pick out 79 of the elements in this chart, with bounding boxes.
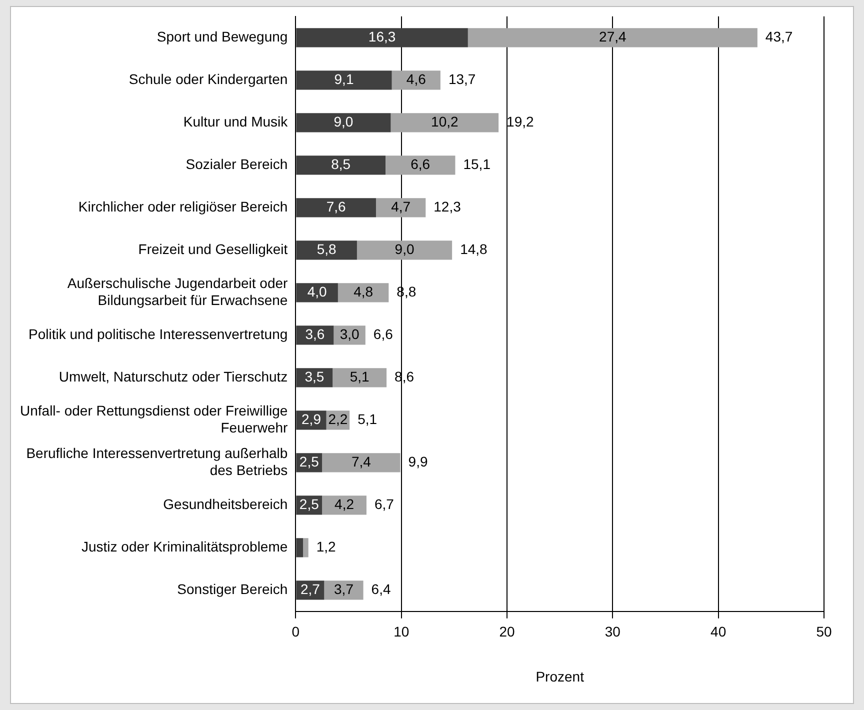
- y-tick-label: Sozialer Bereich: [186, 156, 288, 172]
- y-tick-label: Kultur und Musik: [183, 114, 289, 130]
- y-tick-label: Gesundheitsbereich: [163, 496, 288, 512]
- bar: [322, 496, 366, 515]
- total-label: 43,7: [765, 28, 793, 45]
- bar: [296, 113, 391, 132]
- x-tick-label: 40: [710, 624, 726, 640]
- x-tick-label: 10: [394, 624, 410, 640]
- total-label: 5,1: [358, 411, 378, 428]
- bar: [296, 538, 304, 558]
- y-tick-label: Sport und Bewegung: [156, 28, 288, 45]
- bar: [390, 113, 499, 132]
- bar: [392, 70, 440, 90]
- bar: [303, 538, 308, 558]
- bar: [385, 156, 456, 175]
- data-label: 27,4: [599, 28, 627, 45]
- data-label: 5,8: [316, 241, 337, 258]
- bar: [322, 453, 400, 472]
- total-label: 1,2: [316, 538, 336, 555]
- data-label: 2,7: [300, 581, 320, 598]
- total-label: 14,8: [460, 241, 488, 258]
- y-tick-label: Umwelt, Naturschutz oder Tierschutz: [58, 368, 288, 385]
- bar: [468, 28, 758, 48]
- x-tick-label: 50: [816, 624, 832, 640]
- total-label: 19,2: [506, 114, 534, 130]
- data-label: 2,5: [299, 454, 320, 470]
- y-tick-label: Politik und politische Interessenvertretung: [28, 326, 288, 342]
- x-tick-label: 20: [499, 624, 516, 640]
- data-label: 4,7: [391, 198, 411, 215]
- total-label: 13,7: [448, 71, 476, 88]
- x-axis-title: Prozent: [536, 668, 584, 684]
- data-label: 2,2: [328, 411, 348, 428]
- total-label: 6,6: [373, 326, 394, 342]
- total-label: 6,4: [371, 581, 391, 598]
- y-tick-label: Unfall- oder Rettungsdienst oder Freiwillige Feuerwehr: [20, 402, 288, 436]
- bar: [324, 580, 364, 600]
- y-tick-label: Justiz oder Kriminalitätsprobleme: [81, 538, 288, 555]
- data-label: 2,9: [302, 411, 322, 428]
- total-label: 9,9: [408, 454, 428, 470]
- data-label: 3,6: [305, 326, 325, 342]
- data-label: 4,8: [354, 284, 374, 300]
- y-tick-label: Außerschulische Jugendarbeit oder Bildungsarbeit für Erwachsene: [67, 275, 288, 308]
- x-tick-label: 30: [604, 624, 621, 640]
- y-tick-label: Schule oder Kindergarten: [128, 71, 288, 88]
- y-tick-label: Sonstiger Bereich: [177, 581, 288, 598]
- data-label: 3,7: [334, 581, 354, 598]
- data-label: 8,5: [331, 156, 351, 172]
- total-label: 6,7: [374, 496, 394, 512]
- bar: [296, 70, 392, 90]
- data-label: 5,1: [350, 368, 370, 385]
- x-tick-label: 0: [292, 624, 300, 640]
- data-label: 2,5: [299, 496, 320, 512]
- data-label: 10,2: [431, 114, 459, 130]
- y-tick-label: Berufliche Interessenvertretung außerhalb des Betriebs: [26, 445, 288, 478]
- y-tick-label: Kirchlicher oder religiöser Bereich: [78, 198, 288, 215]
- data-label: 7,6: [326, 198, 346, 215]
- data-label: 9,1: [334, 71, 354, 88]
- y-tick-label: Freizeit und Geselligkeit: [138, 241, 288, 258]
- bar: [296, 28, 468, 48]
- data-label: 3,5: [304, 368, 324, 385]
- data-label: 7,4: [351, 454, 372, 470]
- data-label: 3,0: [340, 326, 360, 342]
- total-label: 12,3: [434, 198, 462, 215]
- bar: [356, 240, 452, 260]
- data-label: 16,3: [368, 28, 396, 45]
- data-label: 4,6: [406, 71, 426, 88]
- data-label: 4,0: [307, 284, 328, 300]
- bar: [332, 368, 387, 388]
- bar: [296, 283, 338, 302]
- data-label: 6,6: [410, 156, 430, 172]
- bar: [296, 156, 386, 175]
- data-label: 9,0: [334, 114, 354, 130]
- data-label: 4,2: [334, 496, 354, 512]
- bar: [296, 240, 357, 260]
- total-label: 15,1: [463, 156, 491, 172]
- bar: [338, 283, 389, 302]
- data-label: 9,0: [394, 241, 414, 258]
- bar: [376, 198, 426, 218]
- bar: [296, 198, 376, 218]
